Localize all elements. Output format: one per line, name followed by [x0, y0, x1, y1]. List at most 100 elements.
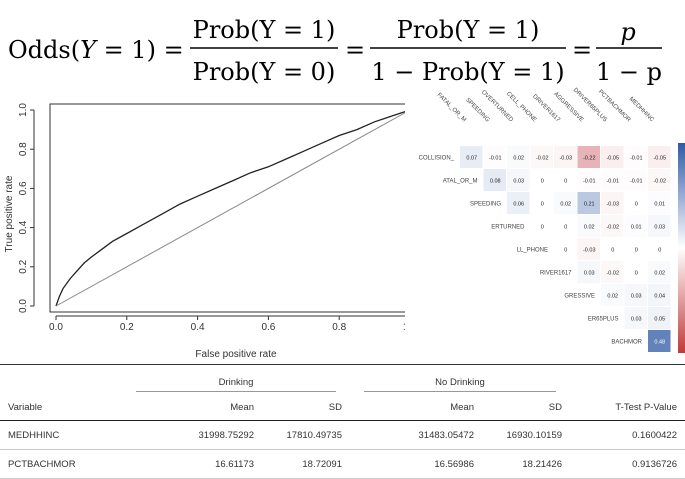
corr-cell [554, 215, 577, 237]
roc-x-tick-label: 0.0 [49, 322, 63, 333]
cell-mean-no-drinking: 16.56986 [350, 449, 482, 479]
cell-mean-drinking: 31998.75292 [122, 420, 262, 450]
header-sd-drinking: SD [262, 394, 350, 421]
corr-cell [601, 238, 624, 260]
roc-x-tick-label: 0.6 [261, 322, 275, 333]
corr-cell [577, 192, 600, 214]
corr-cell-label: 0.05 [654, 317, 665, 323]
corr-cell-label: -0.03 [583, 248, 596, 254]
roc-y-tick-label: 0.6 [18, 181, 29, 195]
corr-cell [554, 146, 577, 168]
corr-cell-label: -0.03 [559, 156, 572, 162]
odds-formula: Odds(Y = 1) = Prob(Y = 1) Prob(Y = 0) = … [8, 16, 662, 86]
corr-cell-label: 0.21 [584, 202, 595, 208]
corr-cell-label: 0.03 [584, 271, 595, 277]
corr-cell-label: 0.07 [466, 156, 477, 162]
roc-y-tick-label: 0.0 [18, 299, 29, 313]
cell-sd-no-drinking: 18.21426 [482, 449, 570, 479]
roc-y-tick-label: 0.2 [18, 259, 29, 273]
corr-cell [624, 261, 647, 283]
table-header-row: Variable Mean SD Mean SD T-Test P-Value [0, 394, 685, 421]
roc-x-tick-label: 0.8 [332, 322, 346, 333]
corr-row-labels: COLLISION_ ATAL_OR_M SPEEDING ERTURNED LL_PH… [419, 156, 643, 346]
corr-row-label: RIVER1617 [540, 271, 572, 277]
corr-cell [648, 169, 671, 191]
cell-variable: PCTBACHMOR [0, 449, 122, 479]
corr-cell [648, 307, 671, 329]
corr-cell [648, 146, 671, 168]
corr-cell-label: 0.02 [560, 202, 571, 208]
corr-cell [530, 192, 553, 214]
corr-cell-label: 0.06 [513, 202, 524, 208]
corr-cell [530, 169, 553, 191]
corr-cell-label: -0.02 [606, 225, 619, 231]
corr-row-label: COLLISION_ [419, 156, 455, 162]
corr-cell [624, 284, 647, 306]
corr-cell [554, 238, 577, 260]
cell-ttest: 0.9136726 [570, 449, 685, 479]
fraction3-denominator: 1 − p [596, 58, 662, 86]
cell-mean-drinking: 16.61173 [122, 449, 262, 479]
corr-cell-label: -0.01 [606, 179, 619, 185]
corr-cell-label: 0.04 [654, 294, 665, 300]
corr-cell [460, 146, 483, 168]
corr-cell [601, 261, 624, 283]
corr-cell [624, 215, 647, 237]
formula-lhs: Odds(Y = 1) = [8, 36, 184, 64]
roc-y-tick-label: 0.8 [18, 142, 29, 156]
group-drinking: Drinking [122, 366, 350, 394]
corr-cell [648, 330, 671, 352]
fraction1-numerator: Prob(Y = 1) [193, 16, 336, 44]
roc-x-tick-label: 0.4 [191, 322, 205, 333]
corr-row-label: GRESSIVE [564, 294, 595, 300]
corr-cell [530, 146, 553, 168]
corr-cell [577, 215, 600, 237]
roc-diagonal-line [55, 109, 411, 307]
corr-cell [648, 238, 671, 260]
cell-sd-no-drinking: 16930.10159 [482, 420, 570, 450]
corr-cell [507, 192, 530, 214]
fraction2-numerator: Prob(Y = 1) [397, 16, 540, 44]
corr-cell-label: -0.05 [606, 156, 619, 162]
header-mean-no-drinking: Mean [350, 394, 482, 421]
corr-cell-label: -0.02 [653, 179, 666, 185]
corr-cell [530, 215, 553, 237]
corr-cell-label: 0 [635, 248, 638, 254]
corr-cell [624, 169, 647, 191]
correlation-heatmap: 0.07 -0.01 0.02 -0.02 -0.03 -0.22 -0.05 -0.01 -0… [405, 86, 685, 362]
corr-cell-label: 0 [564, 225, 567, 231]
roc-axes: 0.0 0.2 0.4 0.6 0.8 1.00.00.20.40.60.81.0 [18, 103, 415, 333]
corr-cell [648, 215, 671, 237]
cell-variable: MEDHHINC [0, 420, 122, 450]
table-group-header: Drinking No Drinking [0, 366, 685, 394]
corr-cell [648, 284, 671, 306]
fraction2-denominator: 1 − Prob(Y = 1) [371, 58, 564, 86]
corr-row-label: SPEEDING [470, 202, 501, 208]
corr-cell-label: -0.01 [630, 179, 643, 185]
corr-cell-label: -0.01 [630, 156, 643, 162]
fraction1-denominator: Prob(Y = 0) [193, 58, 336, 86]
cell-mean-no-drinking: 31483.05472 [350, 420, 482, 450]
roc-x-axis-label: False positive rate [195, 349, 277, 360]
corr-cell-label: 0.01 [654, 202, 665, 208]
summary-table: Drinking No Drinking Variable Mean SD Me… [0, 366, 685, 479]
corr-cell [624, 192, 647, 214]
corr-cell-label: 0.01 [631, 225, 642, 231]
corr-cell-label: 0.02 [513, 156, 524, 162]
cell-sd-drinking: 18.72091 [262, 449, 350, 479]
corr-cell-label: 0 [541, 225, 544, 231]
corr-cell [577, 261, 600, 283]
table-row: MEDHHINC 31998.75292 17810.49735 31483.0… [0, 420, 685, 450]
group-no-drinking: No Drinking [350, 366, 570, 394]
corr-cell-label: 0 [541, 202, 544, 208]
corr-cell [624, 146, 647, 168]
header-variable: Variable [0, 394, 122, 421]
table-top-rule [0, 364, 685, 365]
corr-colorbar-gradient [678, 143, 685, 353]
corr-cell-label: 0.02 [607, 294, 618, 300]
corr-cell [554, 192, 577, 214]
corr-cell-label: 0.02 [584, 225, 595, 231]
cell-ttest: 0.1600422 [570, 420, 685, 450]
corr-cell [507, 146, 530, 168]
roc-y-tick-label: 1.0 [18, 103, 29, 117]
